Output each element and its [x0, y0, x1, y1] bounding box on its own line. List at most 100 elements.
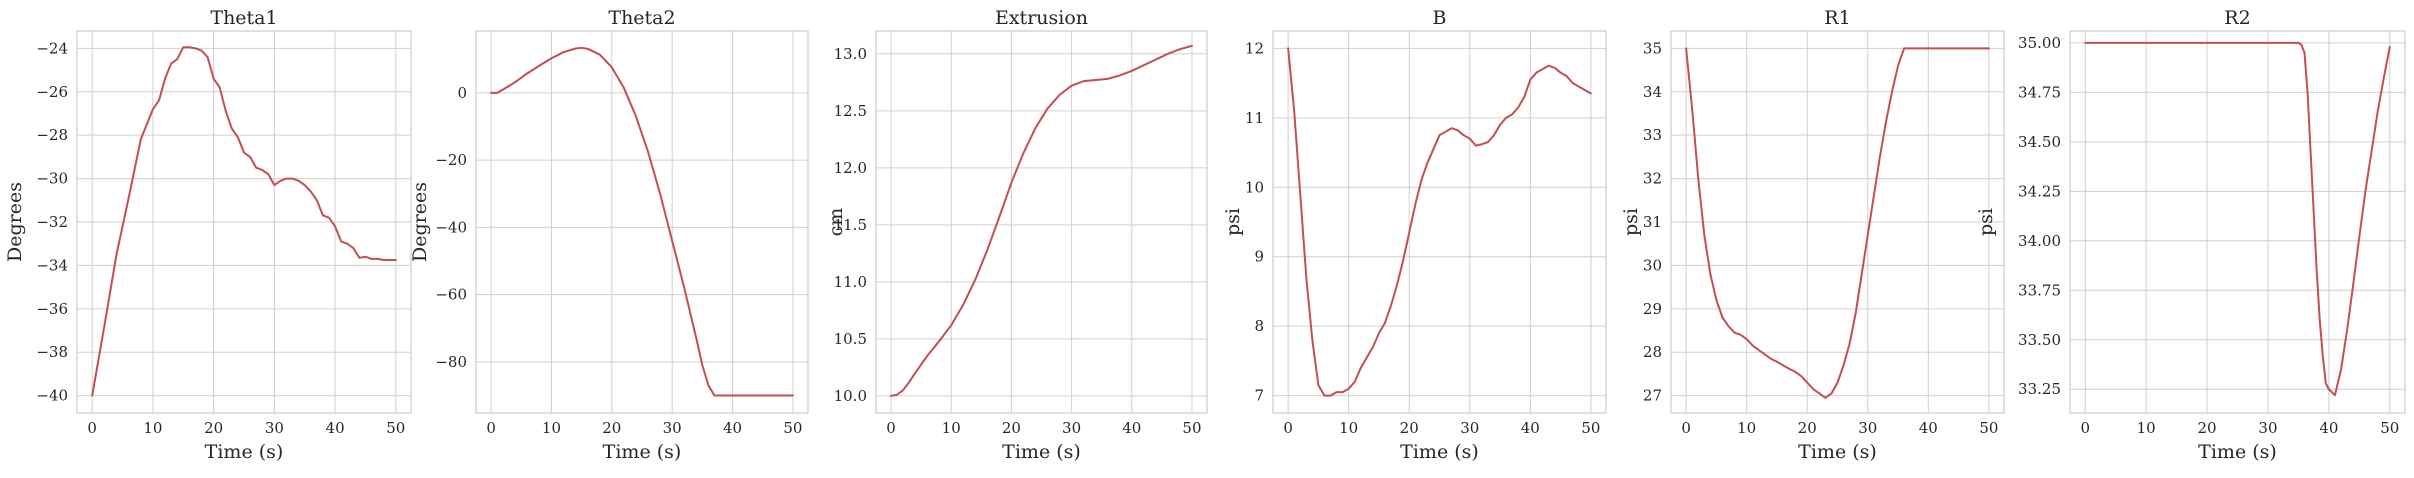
- x-tick-label: 50: [2380, 419, 2399, 437]
- y-axis-label: Degrees: [4, 182, 26, 262]
- y-tick-label: −30: [36, 170, 68, 188]
- y-tick-label: 35: [1643, 39, 1662, 57]
- y-tick-label: 11: [1245, 109, 1264, 127]
- y-tick-label: 33.50: [2018, 331, 2061, 349]
- x-tick-label: 40: [2319, 419, 2338, 437]
- x-tick-label: 50: [1979, 419, 1998, 437]
- x-tick-label: 10: [143, 419, 162, 437]
- plot-frame: [1272, 30, 1607, 414]
- chart-title: Theta1: [210, 7, 277, 29]
- y-tick-label: −32: [36, 213, 68, 231]
- x-tick-label: 10: [1339, 419, 1358, 437]
- x-tick-label: 40: [326, 419, 345, 437]
- x-tick-label: 0: [2080, 419, 2090, 437]
- x-axis-label: Time (s): [1002, 441, 1081, 463]
- x-tick-label: 30: [2258, 419, 2277, 437]
- y-tick-label: −40: [36, 387, 68, 405]
- y-tick-label: 10.0: [834, 387, 867, 405]
- y-axis-label: psi: [1222, 208, 1244, 236]
- x-tick-label: 40: [1919, 419, 1938, 437]
- y-tick-label: −36: [36, 300, 68, 318]
- y-tick-label: −28: [36, 126, 68, 144]
- x-tick-label: 40: [723, 419, 742, 437]
- chart-title: R2: [2224, 7, 2250, 29]
- y-axis-label: psi: [1975, 208, 1997, 236]
- y-tick-label: 33: [1643, 126, 1662, 144]
- y-tick-label: −38: [36, 343, 68, 361]
- chart-title: Extrusion: [995, 7, 1088, 29]
- x-tick-label: 20: [1400, 419, 1419, 437]
- plot-frame: [475, 30, 809, 414]
- x-tick-label: 0: [87, 419, 97, 437]
- y-tick-label: 10.5: [834, 330, 867, 348]
- x-tick-label: 30: [265, 419, 284, 437]
- series-line: [490, 46, 794, 397]
- chart-title: Theta2: [608, 7, 675, 29]
- y-axis-label: cm: [825, 208, 847, 237]
- y-tick-label: 8: [1254, 317, 1264, 335]
- y-tick-label: 32: [1643, 170, 1662, 188]
- x-tick-label: 10: [2137, 419, 2156, 437]
- x-tick-label: 30: [1460, 419, 1479, 437]
- y-tick-label: 34.25: [2018, 182, 2061, 200]
- chart-panel-theta1: 0 10 20 30 40 50 −40 −38 −36 −34 −32 −30 −28 −26 −24 Th…: [4, 7, 412, 463]
- plot-frame: [2069, 30, 2406, 414]
- series-line: [91, 46, 397, 397]
- x-axis-label: Time (s): [2198, 441, 2277, 463]
- x-tick-label: 50: [386, 419, 405, 437]
- y-tick-label: 13.0: [834, 45, 867, 63]
- plot-frame: [1670, 30, 2005, 414]
- x-tick-label: 40: [1521, 419, 1540, 437]
- x-tick-label: 20: [204, 419, 223, 437]
- x-tick-label: 0: [486, 419, 496, 437]
- series-line: [890, 44, 1193, 397]
- chart-panel-b: 0 10 20 30 40 50 7 8 9 10 11 12 B Time (s) psi: [1222, 7, 1607, 463]
- y-axis-label: Degrees: [409, 182, 431, 262]
- y-tick-label: 34.00: [2018, 232, 2061, 250]
- y-tick-label: 34.50: [2018, 133, 2061, 151]
- series-line: [2084, 41, 2391, 397]
- plot-frame: [875, 30, 1208, 414]
- y-tick-label: 33.25: [2018, 380, 2061, 398]
- series-line: [1287, 47, 1592, 397]
- y-tick-label: 12.0: [834, 159, 867, 177]
- y-tick-label: 29: [1643, 300, 1662, 318]
- x-tick-label: 10: [1737, 419, 1756, 437]
- y-tick-label: 28: [1643, 343, 1662, 361]
- plot-frame: [76, 30, 412, 414]
- y-tick-label: −34: [36, 256, 68, 274]
- x-tick-label: 30: [1858, 419, 1877, 437]
- x-axis-label: Time (s): [1798, 441, 1877, 463]
- chart-panel-r1: 0 10 20 30 40 50 27 28 29 30 31 32 33 34 35 R1 Time (s) p…: [1620, 7, 2005, 463]
- y-tick-label: 12.5: [834, 102, 867, 120]
- x-tick-label: 10: [542, 419, 561, 437]
- x-tick-label: 0: [1681, 419, 1691, 437]
- y-tick-label: 34: [1643, 83, 1662, 101]
- y-tick-label: 31: [1643, 213, 1662, 231]
- chart-panel-r2: 0 10 20 30 40 50 33.25 33.50 33.75 34.00 34.25 34.5…: [1975, 7, 2406, 463]
- y-tick-label: −40: [435, 218, 467, 236]
- y-tick-label: 7: [1254, 387, 1264, 405]
- y-tick-label: 33.75: [2018, 281, 2061, 299]
- x-tick-label: 30: [1062, 419, 1081, 437]
- y-tick-label: 10: [1245, 178, 1264, 196]
- y-tick-label: 9: [1254, 248, 1264, 266]
- chart-title: B: [1433, 7, 1447, 29]
- chart-title: R1: [1824, 7, 1850, 29]
- y-tick-label: 30: [1643, 256, 1662, 274]
- x-tick-label: 50: [783, 419, 802, 437]
- x-tick-label: 10: [942, 419, 961, 437]
- x-tick-label: 0: [886, 419, 896, 437]
- x-tick-label: 20: [1002, 419, 1021, 437]
- chart-panel-theta2: 0 10 20 30 40 50 −80 −60 −40 −20 0 Theta2 Time (s) De…: [409, 7, 809, 463]
- chart-panel-extrusion: 0 10 20 30 40 50 10.0 10.5 11.0 11.5 12.0 12.5 13.0 E…: [825, 7, 1208, 463]
- y-tick-label: 12: [1245, 39, 1264, 57]
- x-tick-label: 0: [1283, 419, 1293, 437]
- y-tick-label: 27: [1643, 387, 1662, 405]
- x-tick-label: 20: [602, 419, 621, 437]
- y-tick-label: −20: [435, 151, 467, 169]
- x-tick-label: 20: [2197, 419, 2216, 437]
- y-tick-label: −24: [36, 39, 68, 57]
- x-tick-label: 40: [1122, 419, 1141, 437]
- y-tick-label: −26: [36, 83, 68, 101]
